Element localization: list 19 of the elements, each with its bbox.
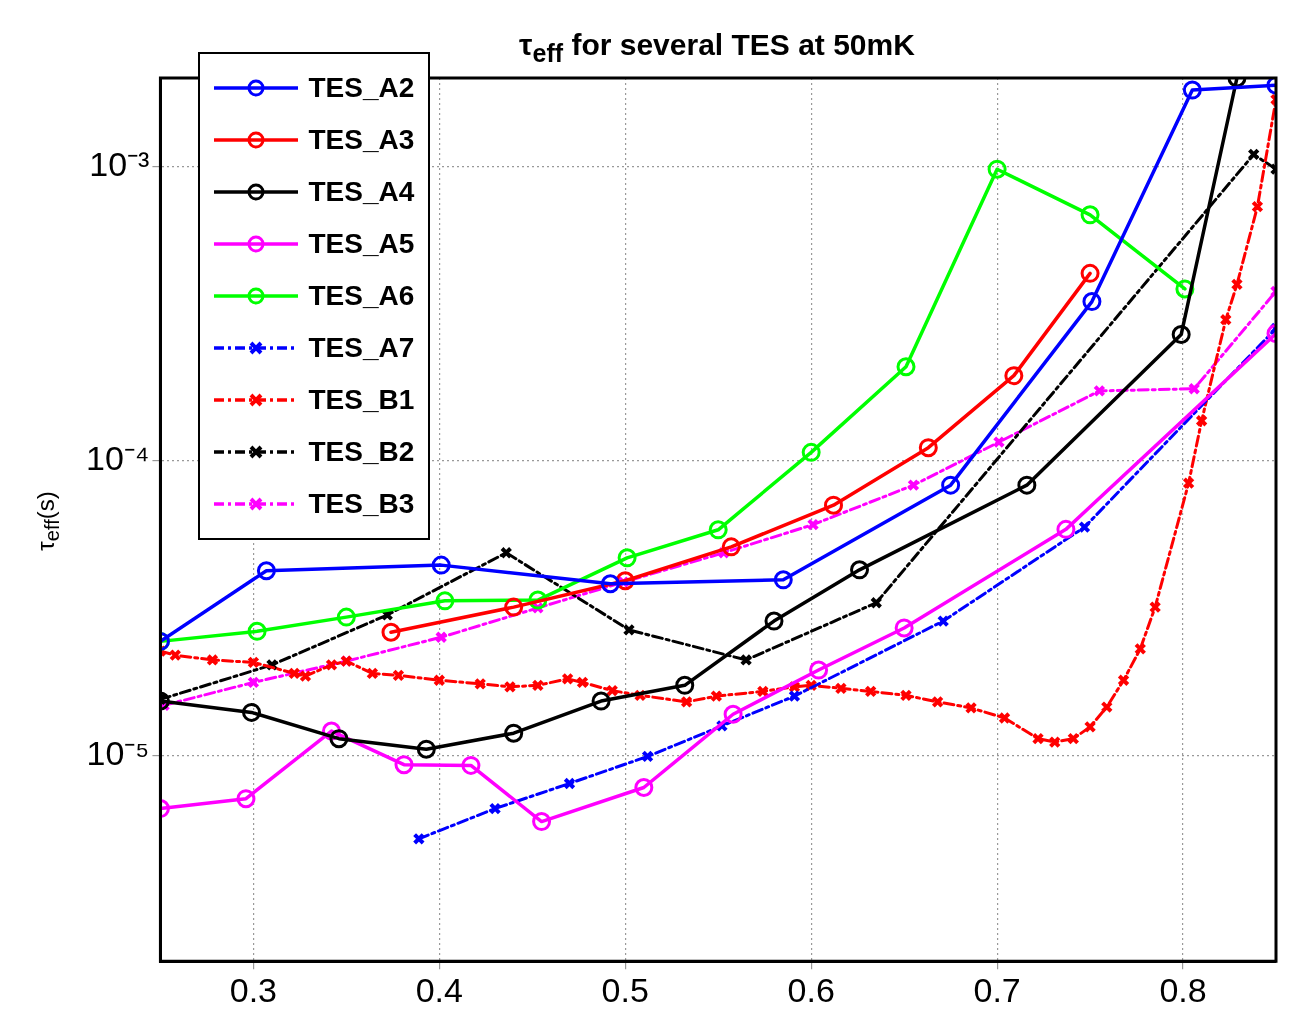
- legend-label: TES_A4: [308, 176, 415, 208]
- x-tick-label: 0.6: [787, 970, 835, 1009]
- x-tick-label: 0.8: [1159, 970, 1207, 1009]
- y-tick-label: 10⁻⁵: [86, 733, 150, 772]
- y-tick-label: 10⁻⁴: [85, 439, 150, 478]
- legend-label: TES_A2: [308, 72, 415, 104]
- x-tick-label: 0.5: [601, 970, 649, 1009]
- x-tick-label: 0.3: [229, 970, 278, 1009]
- legend-label: TES_A6: [308, 280, 415, 312]
- legend-label: TES_A5: [308, 228, 415, 260]
- chart-title: τ$_{eff}$ for several TES at 50mK: [518, 28, 916, 68]
- y-tick-label: 10⁻³: [89, 145, 150, 183]
- legend-label: TES_B1: [308, 384, 415, 416]
- x-tick-label: 0.7: [973, 970, 1021, 1009]
- x-tick-label: 0.4: [415, 970, 463, 1009]
- legend-label: TES_A7: [308, 332, 415, 364]
- legend-label: TES_B2: [308, 436, 415, 468]
- legend-label: TES_B3: [308, 488, 415, 520]
- legend-label: TES_A3: [308, 124, 415, 156]
